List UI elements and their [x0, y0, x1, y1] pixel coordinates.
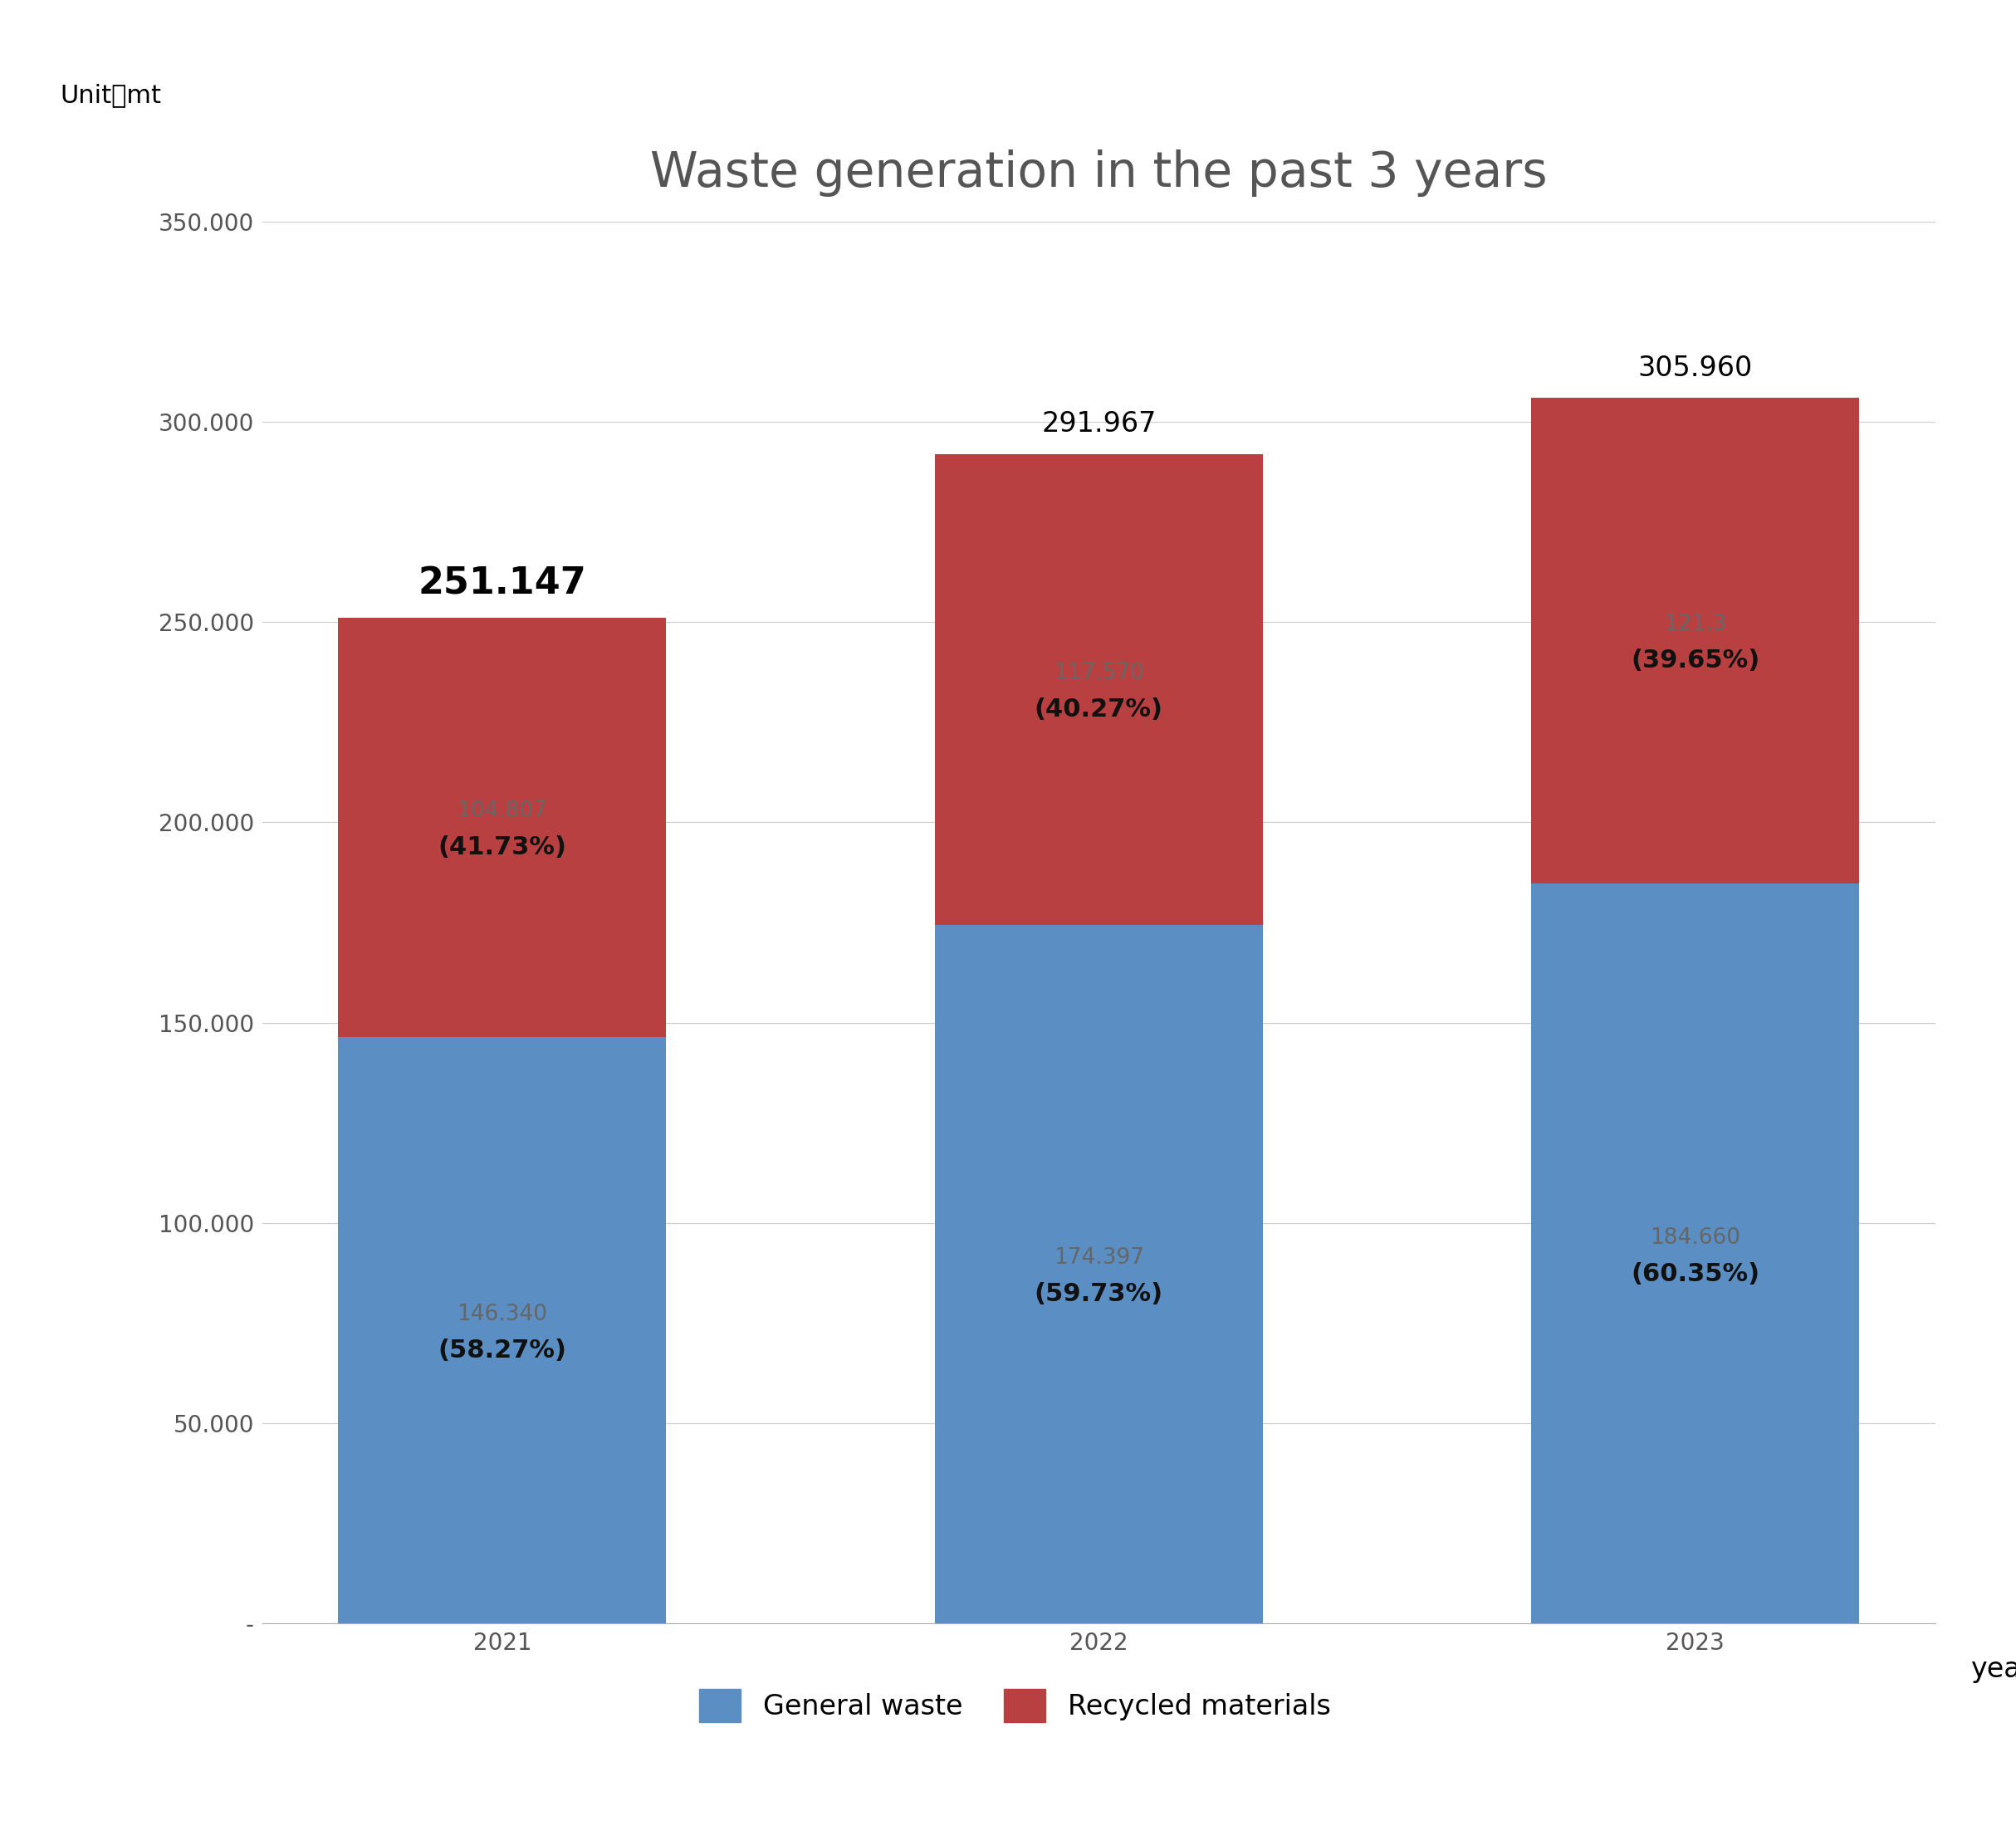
Text: Unit：mt: Unit：mt	[60, 83, 161, 107]
Text: 251.147: 251.147	[417, 566, 587, 601]
Text: 121.3: 121.3	[1663, 614, 1726, 635]
Text: 305.960: 305.960	[1637, 354, 1752, 382]
Text: (39.65%): (39.65%)	[1631, 649, 1760, 673]
Bar	[935, 924, 1262, 1624]
Bar	[339, 618, 665, 1037]
Legend: General waste, Recycled materials: General waste, Recycled materials	[671, 1660, 1359, 1749]
Bar	[1532, 399, 1859, 884]
Text: 174.397: 174.397	[1054, 1247, 1143, 1269]
Text: year: year	[1970, 1657, 2016, 1683]
Text: 291.967: 291.967	[1042, 410, 1155, 437]
Text: 146.340: 146.340	[458, 1304, 548, 1325]
Title: Waste generation in the past 3 years: Waste generation in the past 3 years	[649, 149, 1548, 197]
Text: (59.73%): (59.73%)	[1034, 1282, 1163, 1306]
Text: 104.807: 104.807	[458, 801, 548, 823]
Text: 184.660: 184.660	[1649, 1227, 1740, 1249]
Bar	[339, 1037, 665, 1624]
Text: (41.73%): (41.73%)	[437, 836, 566, 860]
Text: (58.27%): (58.27%)	[437, 1338, 566, 1362]
Text: 117.570: 117.570	[1054, 662, 1143, 684]
Bar	[1532, 884, 1859, 1624]
Text: (60.35%): (60.35%)	[1631, 1262, 1760, 1286]
Text: (40.27%): (40.27%)	[1034, 697, 1163, 721]
Bar	[935, 454, 1262, 924]
